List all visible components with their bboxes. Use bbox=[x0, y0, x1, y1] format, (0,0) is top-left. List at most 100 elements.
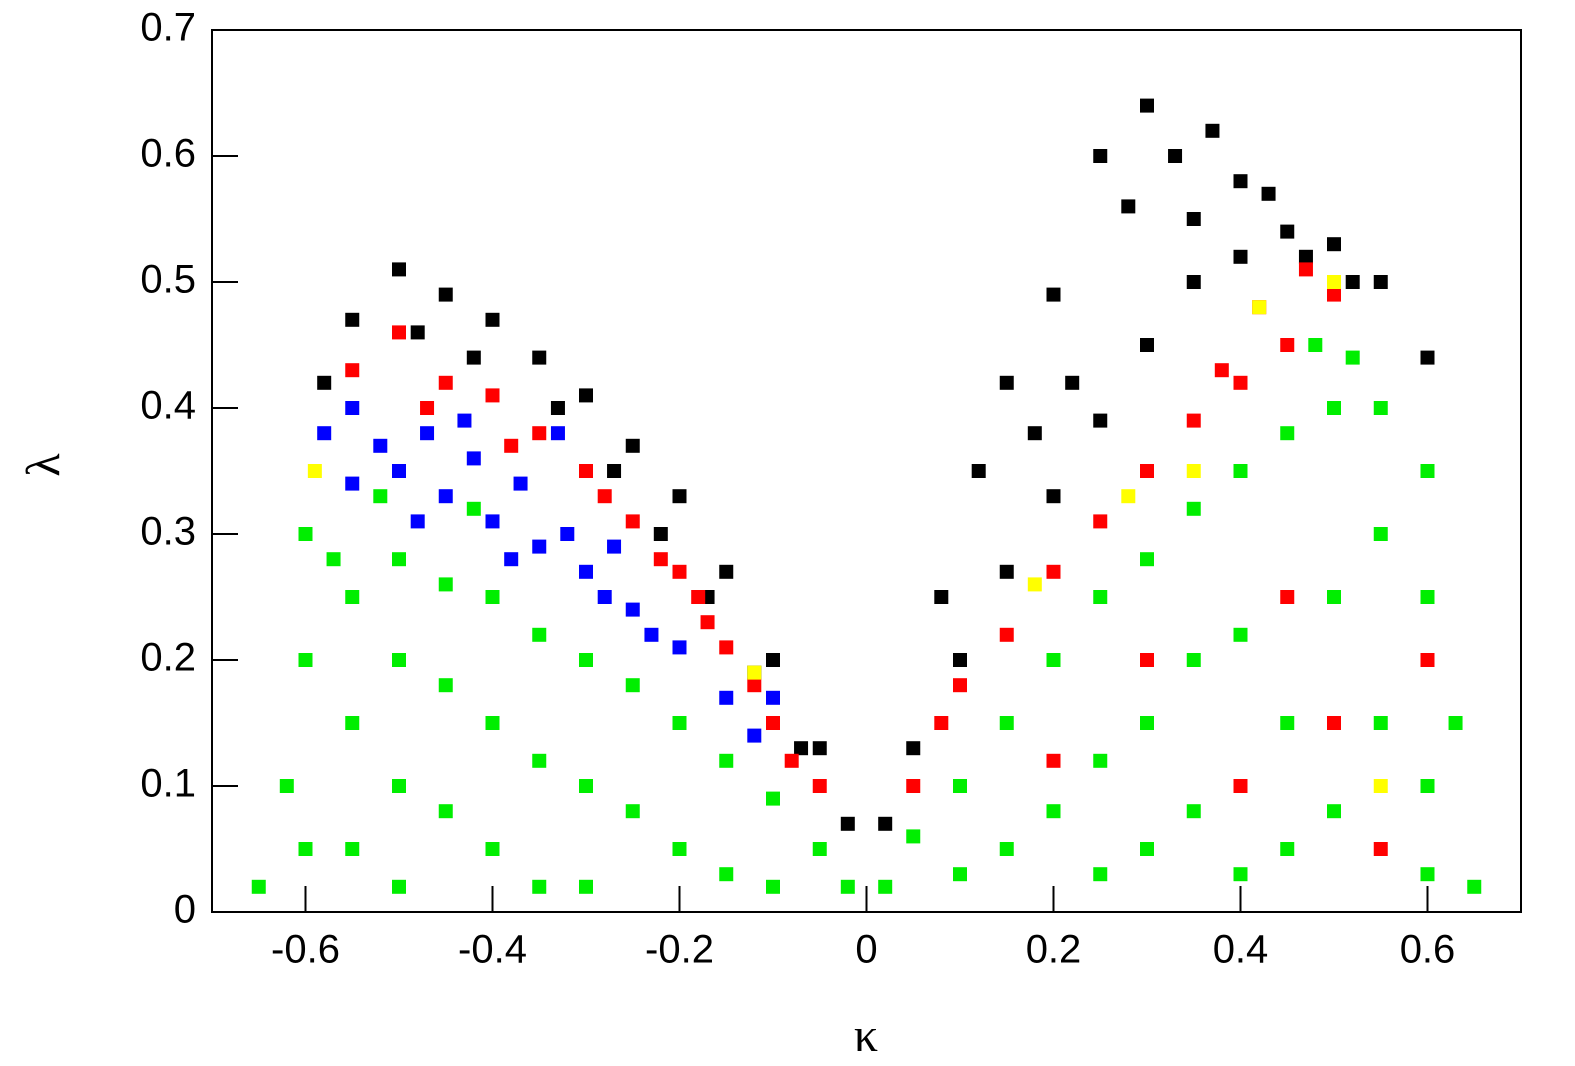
point bbox=[550, 426, 565, 441]
y-tick-label: 0.2 bbox=[140, 636, 196, 680]
point bbox=[1345, 275, 1360, 289]
point bbox=[953, 678, 967, 693]
point bbox=[317, 426, 332, 441]
point bbox=[392, 653, 406, 667]
point bbox=[784, 753, 799, 768]
y-tick-label: 0.6 bbox=[140, 132, 196, 176]
point bbox=[1280, 224, 1295, 239]
point bbox=[934, 590, 949, 604]
point bbox=[504, 438, 519, 453]
point bbox=[532, 426, 547, 441]
point bbox=[1186, 212, 1201, 226]
point bbox=[747, 678, 762, 693]
point bbox=[1280, 338, 1295, 352]
point bbox=[1373, 527, 1388, 541]
point bbox=[597, 590, 612, 604]
point bbox=[840, 879, 855, 894]
x-tick-label: 0.6 bbox=[1400, 928, 1456, 972]
point bbox=[420, 426, 435, 441]
point bbox=[1280, 716, 1295, 730]
point bbox=[1420, 590, 1435, 604]
point bbox=[672, 716, 687, 730]
point bbox=[373, 438, 388, 453]
point bbox=[747, 665, 762, 680]
point bbox=[906, 741, 921, 756]
point bbox=[307, 464, 322, 478]
point bbox=[953, 653, 967, 667]
point bbox=[1140, 98, 1154, 113]
y-tick-label: 0.3 bbox=[140, 510, 196, 554]
point bbox=[420, 401, 435, 415]
point bbox=[1327, 287, 1341, 302]
point bbox=[1140, 842, 1154, 856]
point bbox=[999, 564, 1014, 579]
point bbox=[532, 539, 547, 554]
point bbox=[878, 816, 893, 831]
point bbox=[719, 867, 734, 882]
point bbox=[719, 640, 734, 655]
point bbox=[1373, 716, 1388, 730]
point bbox=[438, 287, 453, 302]
point bbox=[906, 829, 921, 844]
point bbox=[1140, 552, 1154, 567]
x-tick-label: 0.2 bbox=[1026, 928, 1082, 972]
point bbox=[1046, 489, 1061, 504]
point bbox=[579, 388, 593, 403]
point bbox=[392, 879, 406, 894]
point bbox=[747, 728, 762, 743]
point bbox=[485, 590, 500, 604]
point bbox=[672, 564, 687, 579]
point bbox=[532, 350, 547, 365]
x-tick-label: 0.4 bbox=[1213, 928, 1269, 972]
point bbox=[1308, 338, 1323, 352]
point bbox=[345, 401, 360, 415]
point bbox=[298, 842, 313, 856]
point bbox=[700, 615, 715, 630]
point bbox=[1373, 275, 1388, 289]
point bbox=[766, 690, 780, 705]
point bbox=[345, 716, 360, 730]
point bbox=[1280, 426, 1295, 441]
point bbox=[279, 779, 294, 793]
point bbox=[513, 476, 528, 491]
point bbox=[438, 489, 453, 504]
point bbox=[579, 464, 593, 478]
point bbox=[532, 627, 547, 642]
point bbox=[1046, 753, 1061, 768]
point bbox=[1093, 590, 1108, 604]
point bbox=[438, 678, 453, 693]
point bbox=[1420, 779, 1435, 793]
point bbox=[1140, 653, 1154, 667]
point bbox=[719, 690, 734, 705]
plot-area bbox=[251, 98, 1482, 894]
point bbox=[1186, 804, 1201, 819]
x-tick-label: -0.2 bbox=[645, 928, 714, 972]
point bbox=[345, 363, 360, 378]
point bbox=[532, 753, 547, 768]
point bbox=[373, 489, 388, 504]
point bbox=[1327, 716, 1341, 730]
point bbox=[579, 564, 593, 579]
point bbox=[392, 552, 406, 567]
point bbox=[625, 514, 640, 529]
point bbox=[1121, 199, 1136, 214]
point bbox=[485, 388, 500, 403]
point bbox=[766, 879, 780, 894]
point bbox=[1280, 842, 1295, 856]
point bbox=[840, 816, 855, 831]
point bbox=[345, 590, 360, 604]
point bbox=[953, 779, 967, 793]
point bbox=[1027, 426, 1042, 441]
y-axis-label: λ bbox=[17, 453, 70, 477]
point bbox=[1467, 879, 1482, 894]
point bbox=[597, 489, 612, 504]
point bbox=[794, 741, 809, 756]
y-tick-label: 0.1 bbox=[140, 762, 196, 806]
point bbox=[251, 879, 266, 894]
point bbox=[1205, 123, 1220, 138]
point bbox=[1298, 249, 1313, 264]
point bbox=[410, 325, 425, 340]
point bbox=[466, 350, 481, 365]
point bbox=[1373, 779, 1388, 793]
point bbox=[1121, 489, 1136, 504]
